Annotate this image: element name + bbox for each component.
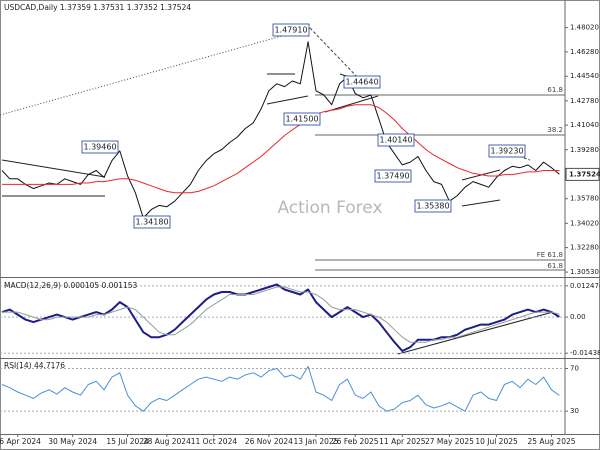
price-annotation: 1.39230: [488, 144, 526, 158]
y-tick-label: 1.44540: [570, 72, 599, 80]
price-annotation: 1.41500: [283, 112, 321, 126]
x-tick-label: 15 Jul 2024: [106, 437, 149, 446]
y-tick-label: 1.30530: [570, 268, 599, 276]
fib-label: 61.8: [547, 86, 563, 94]
x-tick-label: 27 May 2025: [425, 437, 474, 446]
panel-title: RSI(14) 44.7176: [4, 361, 65, 370]
x-tick-label: 11 Oct 2024: [191, 437, 238, 446]
annotation-box: [374, 169, 412, 183]
annotation-label: 1.37490: [376, 172, 409, 181]
annotation-label: 1.35380: [416, 202, 449, 211]
annotation-box: [377, 133, 415, 147]
trendline: [266, 95, 309, 105]
fib-label: 61.8: [547, 262, 563, 270]
y-tick-label: 1.34020: [570, 219, 599, 227]
series-line: [2, 286, 560, 343]
y-tick-label: 1.39280: [570, 146, 599, 154]
annotation-box: [283, 112, 321, 126]
price-annotation: 1.34180: [133, 215, 171, 229]
panel-title: USDCAD,Daily 1.37359 1.37531 1.37352 1.3…: [4, 3, 191, 12]
annotation-label: 1.40140: [379, 136, 412, 145]
x-tick-label: 25 Aug 2025: [527, 437, 575, 446]
x-tick-label: 13 Jan 2025: [294, 437, 339, 446]
price-annotation: 1.44640: [343, 75, 381, 89]
annotation-label: 1.39460: [83, 143, 116, 152]
annotation-box: [272, 23, 310, 37]
price-annotation: 1.40140: [377, 133, 415, 147]
annotation-box: [81, 140, 119, 154]
y-tick-label: 1.41040: [570, 121, 599, 129]
y-tick-label: 0.012474: [570, 282, 600, 290]
series-line: [1, 41, 560, 219]
y-tick-label: 1.48020: [570, 24, 599, 32]
annotation-box: [343, 75, 381, 89]
trendline: [309, 27, 363, 83]
annotation-box: [488, 144, 526, 158]
y-tick-label: 0.00: [570, 313, 586, 321]
y-tick-label: -0.014389: [570, 349, 600, 357]
annotation-box: [133, 215, 171, 229]
x-tick-label: 10 Jul 2025: [475, 437, 518, 446]
annotation-label: 1.41500: [285, 115, 318, 124]
annotation-box: [414, 199, 452, 213]
last-value-label: 1.37524: [569, 170, 600, 178]
fib-label: FE 61.8: [537, 251, 563, 259]
trendline: [461, 199, 501, 207]
annotation-label: 1.34180: [135, 218, 168, 227]
annotation-label: 1.47910: [274, 26, 307, 35]
x-tick-label: 28 Aug 2024: [143, 437, 191, 446]
y-tick-label: 1.35780: [570, 195, 599, 203]
y-tick-label: 70: [570, 365, 579, 373]
y-tick-label: 30: [570, 407, 579, 415]
watermark: Action Forex: [277, 198, 382, 218]
trendline: [0, 27, 311, 116]
annotation-label: 1.39230: [490, 147, 523, 156]
x-tick-label: 11 Apr 2025: [379, 437, 426, 446]
trendline: [397, 311, 554, 355]
panel-title: MACD(12,26,9) 0.000105 0.001153: [4, 281, 138, 290]
price-annotation: 1.47910: [272, 23, 310, 37]
price-annotation: 1.39460: [81, 140, 119, 154]
series-line: [1, 365, 560, 412]
y-tick-label: 1.32280: [570, 244, 599, 252]
annotation-label: 1.44640: [345, 78, 378, 87]
price-annotation: 1.35380: [414, 199, 452, 213]
trendline: [1, 159, 106, 178]
x-tick-label: 16 Apr 2024: [0, 437, 41, 446]
y-tick-label: 1.42780: [570, 97, 599, 105]
fib-label: 38.2: [547, 126, 563, 134]
last-value-box: [565, 167, 600, 181]
trendline: [324, 95, 379, 113]
x-tick-label: 26 Nov 2024: [245, 437, 293, 446]
series-line: [2, 104, 560, 194]
price-annotation: 1.37490: [374, 169, 412, 183]
x-tick-label: 30 May 2024: [48, 437, 97, 446]
y-tick-label: 1.46280: [570, 48, 599, 56]
series-line: [1, 283, 560, 352]
x-tick-label: 26 Feb 2025: [332, 437, 379, 446]
